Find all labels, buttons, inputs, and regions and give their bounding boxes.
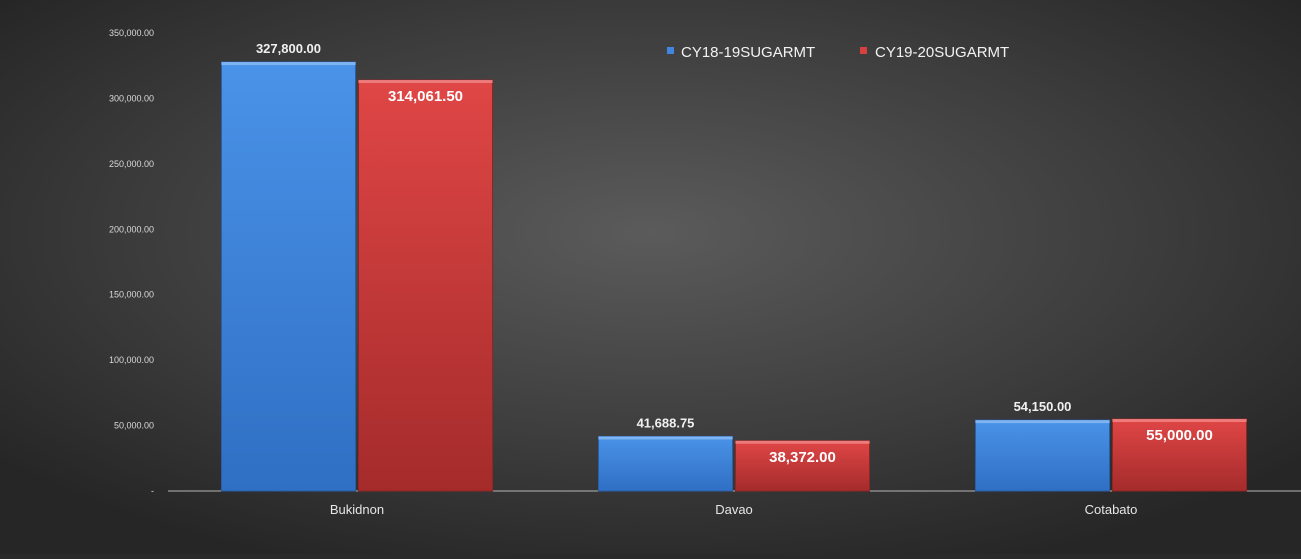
bar-davao-series-2	[735, 440, 870, 492]
bar-top-highlight	[358, 80, 493, 84]
bar-top-highlight	[1112, 419, 1247, 423]
data-label-davao-series-1: 41,688.75	[637, 415, 695, 430]
bar-bukidnon-series-1	[221, 61, 356, 492]
bar-cotabato-series-1	[975, 419, 1110, 492]
data-label-cotabato-series-1: 54,150.00	[1014, 399, 1072, 414]
bar-top-highlight	[735, 440, 870, 444]
bar-bukidnon-series-2	[358, 79, 493, 492]
x-axis: Bukidnon Davao Cotabato	[330, 502, 1137, 517]
y-tick-label: 300,000.00	[109, 93, 154, 103]
x-category-label: Davao	[715, 502, 753, 517]
bar-series-group: 327,800.00 314,061.50 41,688.75 38,372.00 54…	[221, 41, 1247, 492]
y-tick-label: 250,000.00	[109, 159, 154, 169]
bar-top-highlight	[221, 62, 356, 66]
y-tick-label: -	[151, 486, 154, 496]
legend-label-series-2: CY19-20SUGARMT	[875, 44, 1009, 61]
bar-top-highlight	[598, 436, 733, 440]
x-category-label: Cotabato	[1085, 502, 1138, 517]
data-label-bukidnon-series-1: 327,800.00	[256, 41, 321, 56]
bar-top-highlight	[975, 420, 1110, 424]
y-tick-label: 200,000.00	[109, 224, 154, 234]
x-category-label: Bukidnon	[330, 502, 384, 517]
y-tick-label: 100,000.00	[109, 355, 154, 365]
legend-swatch-series-1	[667, 47, 674, 54]
y-axis: - 50,000.00 100,000.00 150,000.00 200,000.00…	[109, 28, 154, 496]
data-label-davao-series-2: 38,372.00	[769, 449, 836, 466]
bar-davao-series-1	[598, 435, 733, 492]
legend-label-series-1: CY18-19SUGARMT	[681, 44, 815, 61]
data-label-cotabato-series-2: 55,000.00	[1146, 427, 1213, 444]
y-tick-label: 350,000.00	[109, 28, 154, 38]
data-label-bukidnon-series-2: 314,061.50	[388, 88, 463, 105]
legend: CY18-19SUGARMT CY19-20SUGARMT	[667, 44, 1009, 61]
y-tick-label: 50,000.00	[114, 421, 154, 431]
y-tick-label: 150,000.00	[109, 290, 154, 300]
legend-swatch-series-2	[860, 47, 867, 54]
bar-cotabato-series-2	[1112, 418, 1247, 492]
